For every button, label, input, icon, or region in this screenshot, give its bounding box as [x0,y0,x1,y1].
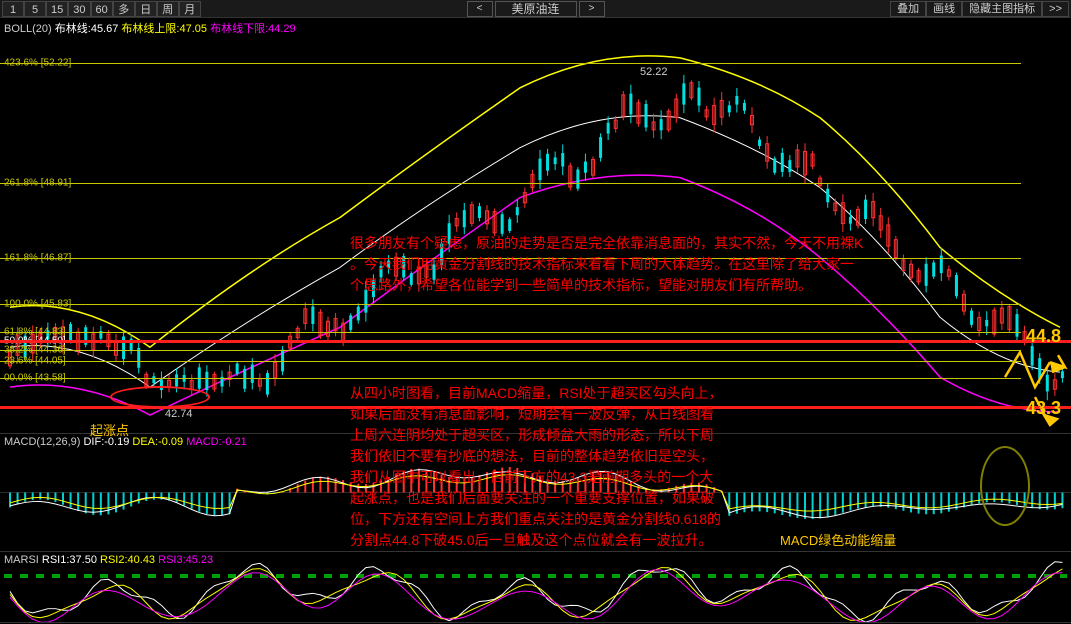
boll-mid-value: 布林线:45.67 [55,23,119,35]
timeframe-周[interactable]: 周 [157,1,179,17]
macd-svg [0,434,1071,551]
toolbar-btn->>[interactable]: >> [1042,1,1069,17]
macd-label: MACD(12,26,9) [4,436,80,448]
toolbar: 15153060多日周月 < 美原油连 > 叠加画线隐藏主图指标>> [0,0,1071,18]
timeframe-多[interactable]: 多 [113,1,135,17]
boll-lower-line [10,175,1060,415]
symbol-nav: < 美原油连 > [466,1,604,17]
peak-label: 52.22 [640,66,668,78]
fib-label: 100.0% [45.83] [4,299,71,310]
timeframe-5[interactable]: 5 [24,1,46,17]
boll-mid-line [10,116,1060,387]
macd-value: MACD:-0.21 [186,436,247,448]
support-line [0,340,1071,343]
rsi3-line [10,570,1062,622]
fib-line [0,350,1021,351]
fib-line [0,183,1021,184]
timeframe-日[interactable]: 日 [135,1,157,17]
timeframe-月[interactable]: 月 [179,1,201,17]
fib-line [0,304,1021,305]
price-tag: 43.3 [1026,398,1061,419]
dif-line [10,470,1062,518]
toolbar-btn-叠加[interactable]: 叠加 [890,1,926,17]
prev-button[interactable]: < [466,1,492,17]
dea-value: DEA:-0.09 [132,436,183,448]
macd-header: MACD(12,26,9) DIF:-0.19 DEA:-0.09 MACD:-… [4,436,247,448]
dif-value: DIF:-0.19 [83,436,129,448]
boll-up-value: 布林线上限:47.05 [121,23,207,35]
right-toolbar: 叠加画线隐藏主图指标>> [890,1,1069,17]
fib-label: 161.8% [46.87] [4,253,71,264]
fib-line [0,332,1021,333]
fib-line [0,361,1021,362]
rsi-header: MARSI RSI1:37.50 RSI2:40.43 RSI3:45.23 [4,554,213,566]
price-tag: 44.8 [1026,326,1061,347]
next-button[interactable]: > [579,1,605,17]
symbol-button[interactable]: 美原油连 [494,1,576,17]
timeframe-60[interactable]: 60 [91,1,113,17]
fib-label: 423.6% [52.22] [4,58,71,69]
fib-label: 00.0% [43.58] [4,373,66,384]
macd-annotation: MACD绿色动能缩量 [780,530,896,549]
toolbar-btn-画线[interactable]: 画线 [926,1,962,17]
timeframe-30[interactable]: 30 [68,1,90,17]
rsi-label: MARSI [4,554,39,566]
rsi1-line [10,562,1062,622]
fib-line [0,378,1021,379]
fib-line [0,63,1021,64]
timeframe-15[interactable]: 15 [46,1,68,17]
macd-panel: MACD(12,26,9) DIF:-0.19 DEA:-0.09 MACD:-… [0,434,1071,552]
timeframe-group: 15153060多日周月 [2,1,201,17]
macd-ellipse [980,446,1030,526]
main-chart-panel: BOLL(20) 布林线:45.67 布林线上限:47.05 布林线下限:44.… [0,18,1071,434]
rsi1-value: RSI1:37.50 [42,554,97,566]
low-label: 42.74 [165,408,193,420]
fib-label: 23.6% [44.05] [4,356,66,367]
fib-label: 38.2% [44.36] [4,345,66,356]
toolbar-btn-隐藏主图指标[interactable]: 隐藏主图指标 [962,1,1042,17]
main-chart-svg [0,18,1071,433]
dea-line [10,475,1062,511]
timeframe-1[interactable]: 1 [2,1,24,17]
rsi-panel: MARSI RSI1:37.50 RSI2:40.43 RSI3:45.23 [0,552,1071,623]
rsi3-value: RSI3:45.23 [158,554,213,566]
candlesticks [9,75,1064,400]
start-ellipse [110,386,210,408]
boll-low-value: 布林线下限:44.29 [210,23,296,35]
boll-label: BOLL(20) [4,23,52,35]
fib-label: 261.8% [48.91] [4,178,71,189]
macd-histogram [9,467,1063,519]
boll-header: BOLL(20) 布林线:45.67 布林线上限:47.05 布林线下限:44.… [4,20,296,36]
fib-line [0,258,1021,259]
rsi2-value: RSI2:40.43 [100,554,155,566]
